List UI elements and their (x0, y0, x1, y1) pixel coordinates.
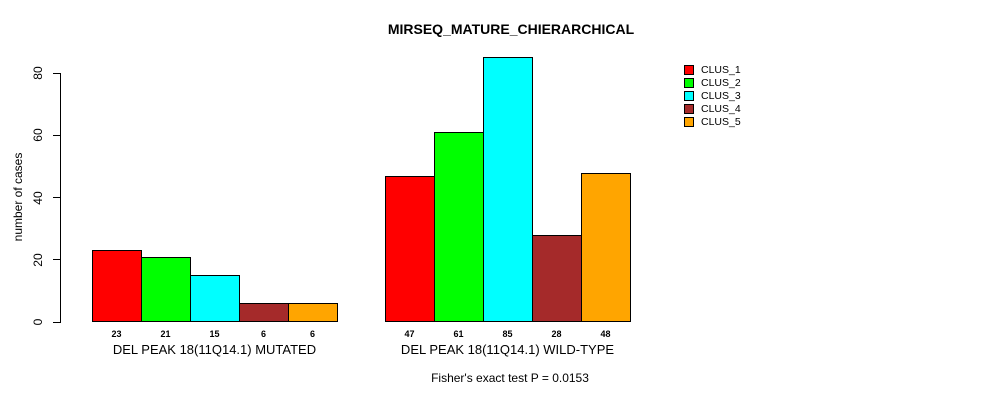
bar-clus_4-group2 (532, 235, 582, 322)
bar-value-label: 6 (309, 329, 315, 339)
chart-title: MIRSEQ_MATURE_CHIERARCHICAL (387, 21, 635, 37)
legend-item-clus_4: CLUS_4 (684, 102, 741, 115)
legend: CLUS_1 CLUS_2 CLUS_3 CLUS_4 CLUS_5 (684, 63, 741, 128)
y-tick-label: 20 (31, 253, 45, 267)
bar-clus_1-group1 (92, 250, 142, 322)
y-tick-label: 40 (31, 190, 45, 205)
y-tick-label: 0 (31, 318, 45, 326)
y-tick-mark (53, 72, 60, 74)
bar-value-label: 48 (600, 329, 611, 339)
legend-item-clus_3: CLUS_3 (684, 89, 741, 102)
legend-swatch (684, 90, 694, 101)
bar-value-label: 61 (453, 329, 464, 339)
y-axis-line (60, 73, 61, 323)
bar-clus_2-group2 (434, 132, 484, 322)
legend-swatch (684, 77, 694, 88)
y-tick-label: 80 (31, 66, 45, 80)
legend-item-clus_2: CLUS_2 (684, 76, 741, 89)
y-tick-mark (53, 197, 60, 198)
y-axis-label: number of cases (11, 152, 25, 242)
y-tick-mark (53, 134, 60, 136)
legend-item-clus_1: CLUS_1 (684, 63, 741, 76)
bar-value-label: 85 (502, 329, 513, 339)
y-tick-mark (53, 259, 60, 261)
x-category-label: DEL PEAK 18(11Q14.1) WILD-TYPE (400, 342, 615, 357)
legend-swatch (684, 103, 694, 114)
annotation-text: Fisher's exact test P = 0.0153 (431, 371, 589, 385)
legend-label: CLUS_1 (701, 63, 741, 76)
legend-swatch (684, 64, 694, 75)
bar-clus_5-group2 (581, 173, 631, 322)
legend-label: CLUS_4 (701, 102, 741, 115)
legend-label: CLUS_3 (701, 89, 741, 102)
bar-clus_4-group1 (239, 303, 289, 322)
bar-value-label: 23 (111, 329, 122, 339)
bar-value-label: 21 (160, 329, 171, 339)
bar-value-label: 47 (404, 329, 415, 339)
x-category-label: DEL PEAK 18(11Q14.1) MUTATED (112, 342, 317, 357)
bar-clus_2-group1 (141, 257, 191, 322)
y-tick-mark (53, 321, 60, 323)
legend-item-clus_5: CLUS_5 (684, 115, 741, 128)
legend-swatch (684, 116, 694, 127)
bar-clus_3-group2 (483, 57, 533, 322)
legend-label: CLUS_2 (701, 76, 741, 89)
bar-value-label: 6 (260, 329, 266, 339)
bar-value-label: 15 (209, 329, 220, 339)
legend-label: CLUS_5 (701, 115, 741, 128)
bar-clus_1-group2 (385, 176, 435, 322)
bar-value-label: 28 (551, 329, 562, 339)
bar-clus_5-group1 (288, 303, 338, 322)
y-tick-label: 60 (31, 128, 45, 142)
bar-clus_3-group1 (190, 275, 240, 322)
